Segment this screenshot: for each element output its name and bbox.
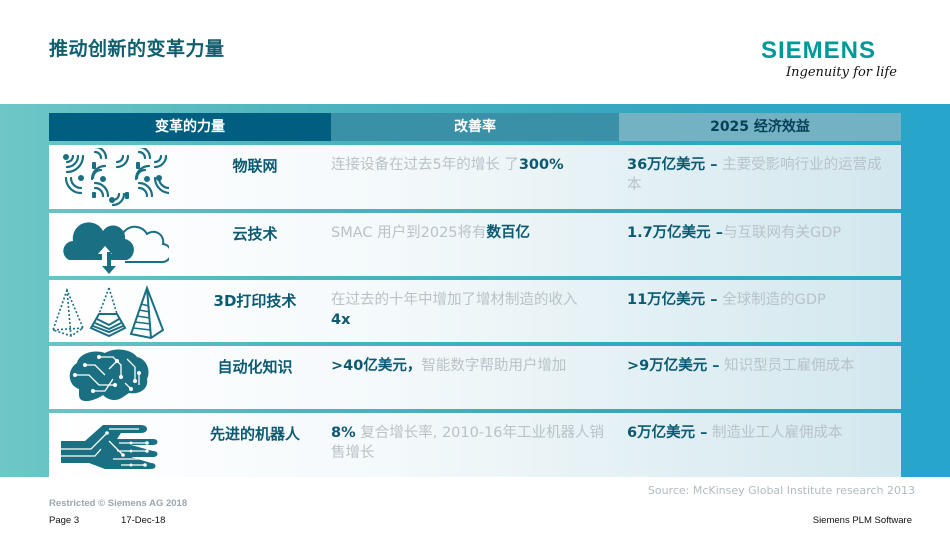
header-economic-impact: 2025 经济效益 [619, 113, 901, 141]
improvement-text: 在过去的十年中增加了增材制造的收入 4x [331, 280, 619, 342]
row-icon-cell [49, 346, 179, 409]
company-name: Siemens PLM Software [812, 515, 912, 526]
econ-highlight: 36万亿美元 – [627, 157, 718, 173]
header-improvement: 改善率 [331, 113, 619, 141]
slide-title: 推动创新的变革力量 [49, 38, 225, 60]
improvement-highlight: 300% [518, 157, 564, 173]
econ-plain: 主要受影响行业的运营成本 [627, 157, 882, 193]
improvement-text: >40亿美元，智能数字帮助用户增加 [331, 346, 619, 409]
economic-impact-text: 6万亿美元 – 制造业工人雇佣成本 [619, 413, 901, 477]
iot-signal-icon [63, 148, 169, 206]
economic-impact-text: 36万亿美元 – 主要受影响行业的运营成本 [619, 145, 901, 209]
econ-highlight: 1.7万亿美元 – [627, 225, 723, 241]
forces-table: 变革的力量 改善率 2025 经济效益 [49, 113, 901, 477]
force-name: 3D打印技术 [213, 292, 297, 310]
page-number: Page 3 [49, 515, 80, 526]
econ-highlight: >9万亿美元 – [627, 358, 720, 374]
header-forces: 变革的力量 [49, 113, 331, 141]
force-name: 自动化知识 [217, 358, 293, 376]
table-row: 云技术 SMAC 用户到2025将有数百亿 1.7万亿美元 –与互联网有关GDP [49, 213, 901, 276]
economic-impact-text: 1.7万亿美元 –与互联网有关GDP [619, 213, 901, 276]
table-row: 先进的机器人 8% 复合增长率, 2010-16年工业机器人销售增长 6万亿美元… [49, 413, 901, 477]
table-row: 自动化知识 >40亿美元，智能数字帮助用户增加 >9万亿美元 – 知识型员工雇佣… [49, 346, 901, 409]
improvement-highlight: 数百亿 [486, 225, 531, 241]
robot-circuit-hand-icon [61, 425, 158, 469]
3d-printing-pyramid-icon [51, 285, 165, 340]
table-row: 物联网 连接设备在过去5年的增长 了300% 36万亿美元 – 主要受影响行业的… [49, 145, 901, 209]
econ-plain: 全球制造的GDP [717, 292, 826, 308]
econ-highlight: 6万亿美元 – [627, 425, 708, 441]
date: 17-Dec-18 [121, 515, 166, 526]
row-icon-cell [49, 413, 179, 477]
econ-plain: 制造业工人雇佣成本 [707, 425, 843, 441]
circuit-brain-icon [69, 349, 149, 402]
source-note: Source: McKinsey Global Institute resear… [647, 484, 915, 497]
logo-tagline: Ingenuity for life [786, 65, 897, 80]
force-name: 云技术 [232, 225, 278, 243]
improvement-highlight: 4x [331, 312, 351, 328]
improvement-text: 连接设备在过去5年的增长 了300% [331, 145, 619, 209]
logo-wordmark: SIEMENS [761, 37, 877, 64]
economic-impact-text: 11万亿美元 – 全球制造的GDP [619, 280, 901, 342]
econ-plain: 与互联网有关GDP [722, 225, 842, 241]
improvement-plain: 在过去的十年中增加了增材制造的收入 [331, 292, 578, 308]
improvement-highlight: 8% [331, 425, 356, 441]
improvement-highlight: >40亿美元， [331, 358, 422, 374]
row-icon-cell [49, 280, 179, 342]
economic-impact-text: >9万亿美元 – 知识型员工雇佣成本 [619, 346, 901, 409]
improvement-text: 8% 复合增长率, 2010-16年工业机器人销售增长 [331, 413, 619, 477]
force-name: 物联网 [232, 157, 278, 175]
row-icon-cell [49, 145, 179, 209]
econ-highlight: 11万亿美元 – [627, 292, 718, 308]
cloud-sync-icon [63, 222, 169, 274]
improvement-plain: 复合增长率, 2010-16年工业机器人销售增长 [331, 425, 605, 461]
force-name: 先进的机器人 [209, 425, 300, 443]
improvement-plain: 智能数字帮助用户增加 [421, 358, 567, 374]
siemens-logo: SIEMENS Ingenuity for life [761, 37, 901, 81]
restricted-notice: Restricted © Siemens AG 2018 [49, 498, 188, 509]
improvement-text: SMAC 用户到2025将有数百亿 [331, 213, 619, 276]
econ-plain: 知识型员工雇佣成本 [719, 358, 855, 374]
table-header: 变革的力量 改善率 2025 经济效益 [49, 113, 901, 141]
improvement-plain: 连接设备在过去5年的增长 了 [331, 157, 519, 173]
table-row: 3D打印技术 在过去的十年中增加了增材制造的收入 4x 11万亿美元 – 全球制造… [49, 280, 901, 342]
row-icon-cell [49, 213, 179, 276]
improvement-plain: SMAC 用户到2025将有 [331, 225, 487, 241]
